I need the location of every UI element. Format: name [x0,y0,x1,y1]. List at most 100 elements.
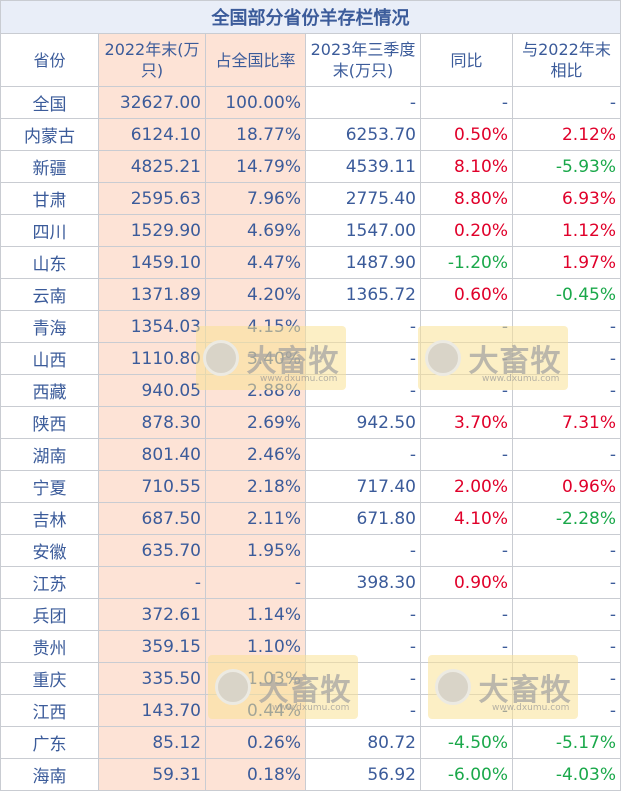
table-row: 山西 1110.80 3.40% - - - [0,342,621,375]
cell-province: 宁夏 [0,470,99,503]
cell-province: 海南 [0,758,99,791]
cell-yoy: - [420,630,513,663]
cell-province: 贵州 [0,630,99,663]
cell-yoy: 3.70% [420,406,513,439]
cell-2023-q3: - [305,534,421,567]
cell-2023-q3: - [305,630,421,663]
cell-vs-2022: 7.31% [512,406,621,439]
table-row: 海南 59.31 0.18% 56.92 -6.00% -4.03% [0,758,621,791]
cell-province: 青海 [0,310,99,343]
cell-yoy: 0.90% [420,566,513,599]
table-row: 陕西 878.30 2.69% 942.50 3.70% 7.31% [0,406,621,439]
cell-2023-q3: - [305,374,421,407]
cell-yoy: - [420,534,513,567]
cell-yoy: - [420,662,513,695]
cell-2023-q3: 56.92 [305,758,421,791]
header-province: 省份 [0,33,99,87]
cell-province: 安徽 [0,534,99,567]
cell-yoy: - [420,310,513,343]
table-row: 新疆 4825.21 14.79% 4539.11 8.10% -5.93% [0,150,621,183]
table-row: 宁夏 710.55 2.18% 717.40 2.00% 0.96% [0,470,621,503]
table-row: 广东 85.12 0.26% 80.72 -4.50% -5.17% [0,726,621,759]
table-row: 湖南 801.40 2.46% - - - [0,438,621,471]
cell-vs-2022: 1.97% [512,246,621,279]
cell-province: 西藏 [0,374,99,407]
table-row: 全国 32627.00 100.00% - - - [0,86,621,119]
cell-vs-2022: - [512,630,621,663]
cell-national-share: 4.47% [205,246,306,279]
table-row: 兵团 372.61 1.14% - - - [0,598,621,631]
cell-2022-end: 710.55 [98,470,206,503]
cell-2023-q3: 1365.72 [305,278,421,311]
cell-national-share: 1.10% [205,630,306,663]
cell-2023-q3: 2775.40 [305,182,421,215]
cell-2022-end: 372.61 [98,598,206,631]
cell-yoy: - [420,374,513,407]
cell-2022-end: 940.05 [98,374,206,407]
cell-2022-end: 1459.10 [98,246,206,279]
cell-vs-2022: - [512,342,621,375]
cell-2022-end: 359.15 [98,630,206,663]
table-row: 云南 1371.89 4.20% 1365.72 0.60% -0.45% [0,278,621,311]
header-yoy: 同比 [420,33,513,87]
cell-national-share: 0.18% [205,758,306,791]
cell-national-share: 4.15% [205,310,306,343]
cell-vs-2022: - [512,374,621,407]
cell-vs-2022: -5.17% [512,726,621,759]
cell-province: 山西 [0,342,99,375]
cell-province: 新疆 [0,150,99,183]
cell-national-share: 2.69% [205,406,306,439]
cell-2022-end: 59.31 [98,758,206,791]
cell-vs-2022: - [512,438,621,471]
cell-2023-q3: - [305,310,421,343]
cell-2023-q3: - [305,86,421,119]
cell-2022-end: 635.70 [98,534,206,567]
cell-province: 湖南 [0,438,99,471]
cell-2023-q3: 671.80 [305,502,421,535]
header-2022-end: 2022年末(万只) [98,33,206,87]
cell-2023-q3: 717.40 [305,470,421,503]
table-row: 江西 143.70 0.44% - - - [0,694,621,727]
cell-province: 四川 [0,214,99,247]
cell-2023-q3: - [305,438,421,471]
cell-yoy: 2.00% [420,470,513,503]
cell-national-share: 4.69% [205,214,306,247]
cell-2022-end: - [98,566,206,599]
cell-yoy: -1.20% [420,246,513,279]
cell-vs-2022: -4.03% [512,758,621,791]
cell-yoy: 0.20% [420,214,513,247]
cell-province: 山东 [0,246,99,279]
cell-2023-q3: 942.50 [305,406,421,439]
cell-national-share: - [205,566,306,599]
table-row: 青海 1354.03 4.15% - - - [0,310,621,343]
cell-vs-2022: - [512,598,621,631]
cell-2022-end: 1354.03 [98,310,206,343]
table-row: 四川 1529.90 4.69% 1547.00 0.20% 1.12% [0,214,621,247]
cell-vs-2022: - [512,662,621,695]
cell-2023-q3: 6253.70 [305,118,421,151]
cell-2022-end: 1110.80 [98,342,206,375]
cell-2022-end: 1529.90 [98,214,206,247]
cell-province: 吉林 [0,502,99,535]
cell-2022-end: 1371.89 [98,278,206,311]
cell-vs-2022: 6.93% [512,182,621,215]
table-row: 江苏 - -398.30 0.90% - [0,566,621,599]
cell-2023-q3: 1547.00 [305,214,421,247]
cell-yoy: -4.50% [420,726,513,759]
cell-vs-2022: -0.45% [512,278,621,311]
table-row: 内蒙古 6124.10 18.77% 6253.70 0.50% 2.12% [0,118,621,151]
table-title: 全国部分省份羊存栏情况 [0,0,621,34]
cell-2022-end: 2595.63 [98,182,206,215]
cell-yoy: 0.50% [420,118,513,151]
cell-province: 兵团 [0,598,99,631]
cell-2022-end: 143.70 [98,694,206,727]
cell-2023-q3: - [305,342,421,375]
table-row: 西藏 940.05 2.88% - - - [0,374,621,407]
header-national-share: 占全国比率 [205,33,306,87]
cell-national-share: 0.44% [205,694,306,727]
cell-yoy: 0.60% [420,278,513,311]
cell-yoy: - [420,342,513,375]
table-row: 甘肃 2595.63 7.96% 2775.40 8.80% 6.93% [0,182,621,215]
cell-province: 甘肃 [0,182,99,215]
cell-national-share: 1.95% [205,534,306,567]
